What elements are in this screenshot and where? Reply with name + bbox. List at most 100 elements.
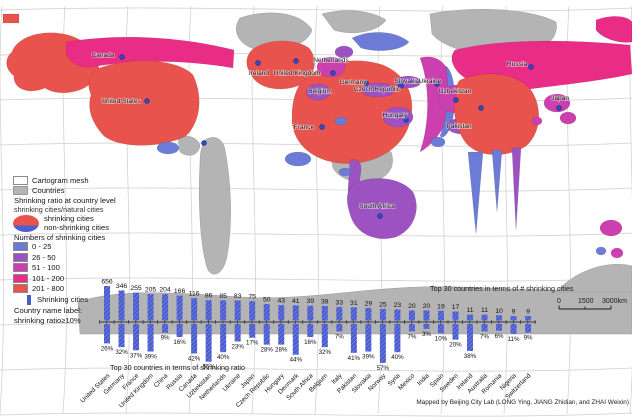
city-dot — [119, 54, 125, 60]
city-dot — [556, 105, 562, 111]
map-label-japan: Japan — [551, 95, 569, 102]
map-label-slovakia: Slovakia — [395, 78, 420, 85]
bar-ratio-label: 7% — [335, 333, 344, 340]
map-label-germany: Germany — [339, 79, 367, 86]
class-range-label: 101 - 200 — [32, 273, 65, 283]
blob-australia — [599, 219, 623, 237]
blob-new-zealand-1 — [595, 246, 607, 256]
bar-lower-switzerland — [525, 324, 532, 333]
blob-canada-pink — [65, 36, 235, 69]
legend-ratio-title: Shrinking ratio at country level — [14, 196, 116, 205]
bar-ratio-label: 42% — [188, 355, 201, 362]
bar-count-label: 9 — [526, 309, 530, 316]
map-label-uzbekistan: Uzbekistan — [439, 88, 472, 95]
bar-ratio-label: 9% — [161, 335, 170, 342]
mesh-line — [0, 232, 632, 237]
bar-count-label: 75 — [248, 294, 256, 301]
bar-count-label: 83 — [234, 293, 242, 300]
scale-mid: 1500 — [578, 298, 594, 305]
blob-japan-south — [559, 111, 577, 125]
bar-lower-norway — [379, 324, 386, 363]
scale-zero: 0 — [557, 298, 561, 305]
chart-caption-counts: Top 30 countries in terms of # shrinking… — [430, 284, 574, 293]
city-dot — [403, 117, 409, 123]
pie-ratio-icon — [13, 215, 39, 233]
bar-lower-ireland — [467, 324, 473, 351]
mesh-line — [0, 7, 632, 12]
bar-ratio-label: 11% — [508, 336, 520, 343]
bar-lower-mexico — [408, 324, 415, 332]
bar-upper-netherlands — [220, 300, 227, 321]
bar-lower-denmark — [292, 324, 299, 355]
bar-country-label: Mexico — [397, 372, 417, 392]
scale-line — [558, 305, 612, 310]
bar-ratio-label: 44% — [290, 357, 303, 364]
legend-bar-symbol-label: Shrinking cities — [37, 295, 89, 305]
bar-ratio-label: 3% — [422, 331, 431, 338]
bar-count-label: 10 — [495, 308, 503, 315]
class-range-label: 26 - 50 — [32, 252, 56, 262]
bar-ratio-label: 26% — [101, 345, 114, 352]
bar-lower-china — [162, 324, 169, 333]
land-south-america — [199, 137, 231, 275]
bar-lower-sweden — [452, 324, 459, 340]
city-dot — [255, 60, 261, 66]
bar-upper-pakistan — [350, 307, 357, 321]
bar-upper-romania — [496, 315, 503, 321]
blob-japan-main — [543, 93, 571, 113]
blob-scandinavia-blue — [351, 32, 410, 51]
bar-upper-ukraine — [234, 300, 241, 321]
bar-lower-united-states — [104, 324, 110, 344]
bar-count-label: 50 — [263, 297, 271, 304]
map-label-netherlands: Netherlands — [313, 57, 349, 64]
bar-upper-russia — [176, 295, 183, 321]
blob-ukraine — [419, 56, 453, 153]
class-swatch-icon — [13, 284, 28, 294]
bar-upper-france — [133, 292, 140, 321]
bar-upper-united-states — [104, 286, 110, 321]
city-dot — [398, 83, 404, 89]
city-dot — [293, 58, 299, 64]
bar-ratio-label: 16% — [173, 339, 186, 346]
bar-lower-france — [133, 324, 140, 351]
bar-count-label: 255 — [130, 285, 142, 292]
bar-upper-hungary — [278, 305, 285, 321]
map-label-united-kingdom: United Kingdom — [274, 70, 321, 77]
bar-lower-india — [423, 324, 430, 329]
map-country-labels: Canada United States Ireland United Kingdom… — [91, 51, 570, 210]
bar-lower-romania — [496, 324, 503, 331]
bar-count-label: 205 — [145, 287, 157, 294]
bar-count-label: 85 — [219, 293, 227, 300]
class-range-label: 201 - 800 — [32, 284, 65, 294]
bar-count-label: 20 — [423, 303, 431, 310]
bar-upper-mexico — [408, 310, 415, 321]
map-label-united-states: United States — [101, 98, 141, 105]
city-dot — [528, 64, 534, 70]
scale-end: 3000km — [602, 298, 627, 305]
bar-ratio-label: 9% — [524, 335, 533, 342]
bar-ratio-label: 41% — [348, 355, 361, 362]
map-label-hungary: Hungary — [383, 112, 409, 119]
bar-lower-spain — [437, 324, 444, 334]
bar-upper-united-kingdom — [147, 294, 154, 321]
blob-netherlands — [316, 56, 346, 78]
map-label-south-africa: South Africa — [359, 203, 395, 210]
bar-lower-australia — [481, 324, 488, 332]
credit-text: Mapped by Beijing City Lab (LONG Ying, J… — [416, 399, 629, 406]
bar-ratio-label: 16% — [304, 339, 317, 346]
bar-upper-switzerland — [525, 316, 532, 321]
map-label-russia: Russia — [507, 61, 527, 68]
legend-pie-symbol: shrinking cities non-shrinking cities — [13, 214, 173, 233]
bar-count-label: 25 — [379, 301, 387, 308]
bar-upper-japan — [249, 301, 256, 321]
legend-pie-shrinking-label: shrinking cities — [44, 214, 94, 223]
bar-count-label: 29 — [365, 300, 373, 307]
city-dot — [478, 105, 484, 111]
bar-ratio-label: 32% — [115, 349, 128, 356]
class-swatch-icon — [13, 263, 28, 273]
blob-spain — [284, 151, 312, 167]
countries-swatch-icon — [13, 186, 28, 195]
city-dot — [144, 98, 150, 104]
